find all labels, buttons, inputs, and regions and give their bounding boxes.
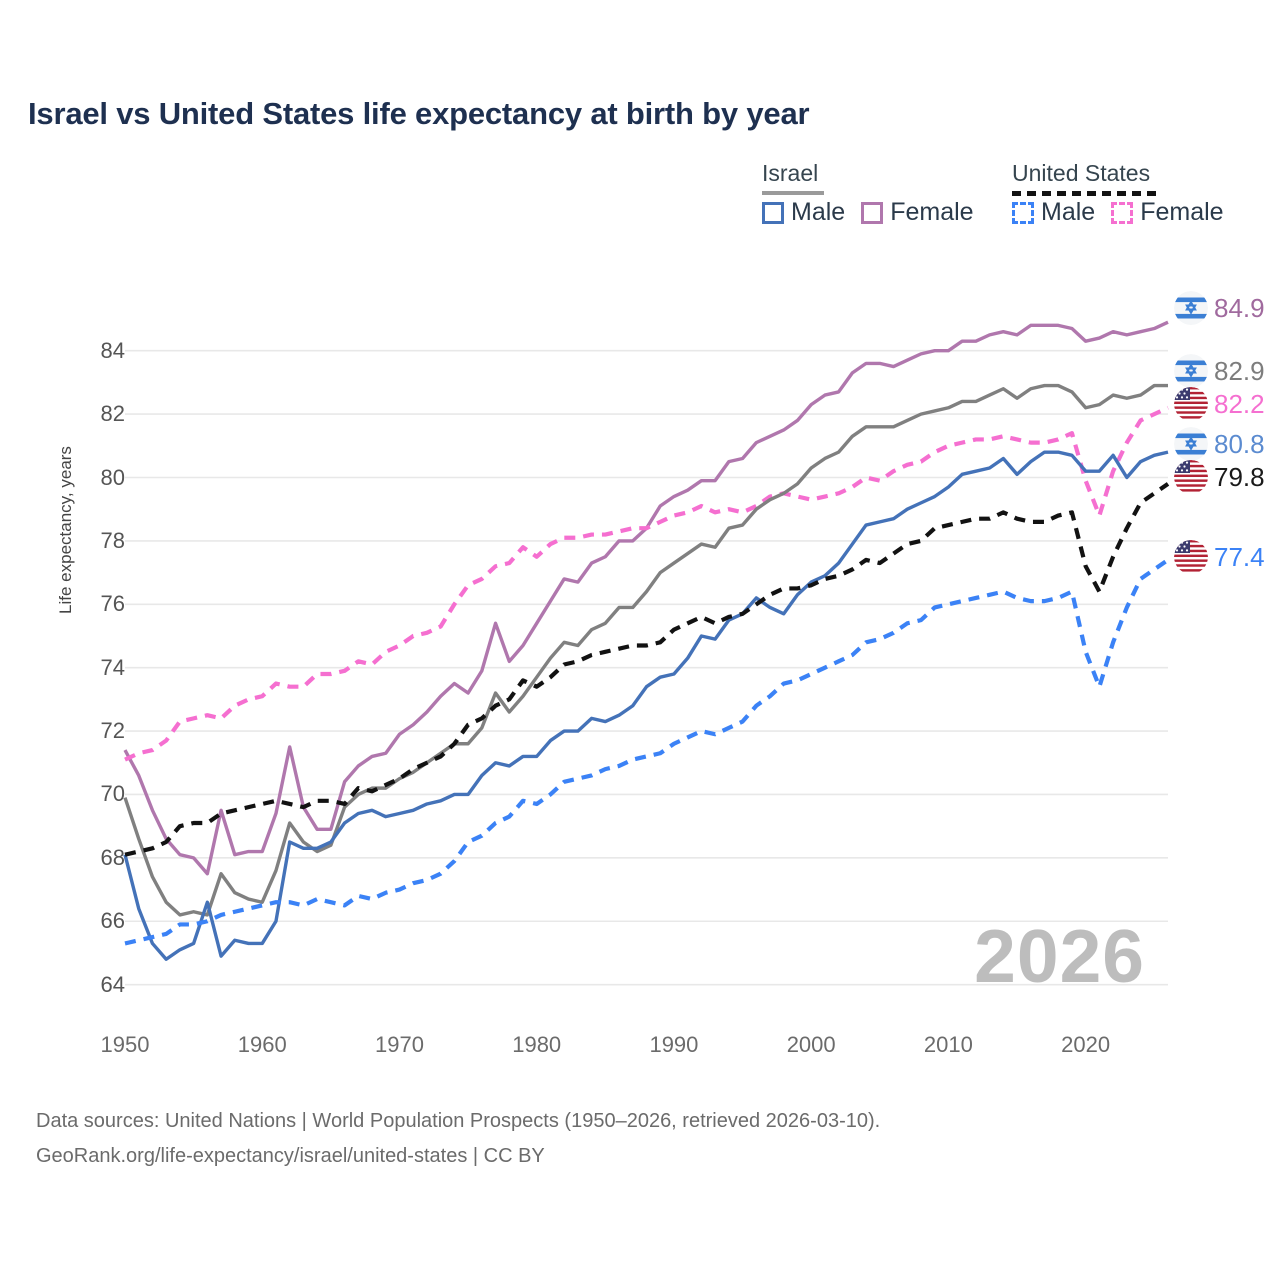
legend-group-united-states: United States Male Female [1012,160,1224,226]
y-axis-tick-label: 80 [100,464,125,490]
legend-group-israel: Israel Male Female [762,160,974,226]
end-value-label: 80.8 [1174,427,1265,461]
end-value-text: 82.9 [1214,355,1265,386]
end-value-label: 84.9 [1174,291,1265,325]
end-value-text: 79.8 [1214,461,1265,492]
dashed-blue-square-icon [1012,201,1034,224]
end-value-text: 82.2 [1214,388,1265,419]
y-axis-tick-label: 78 [100,527,125,553]
series-line [123,383,1168,917]
gridlines [125,349,1168,986]
legend-label-us-female: Female [1140,198,1224,226]
end-value-label: 82.2 [1174,387,1265,421]
x-axis-tick-label: 1950 [100,1032,150,1057]
legend-country-israel: Israel [762,160,819,186]
israel-flag-icon [1174,291,1208,325]
y-axis-tick-label: 64 [100,971,125,997]
end-value-label: 77.4 [1174,540,1265,574]
x-axis-tick-label: 1990 [649,1032,699,1057]
solid-purple-square-icon [861,201,884,224]
legend-item-us-female[interactable]: Female [1111,198,1224,227]
footer-credits: Data sources: United Nations | World Pop… [36,1104,880,1174]
y-axis-ticks: 64 66 68 70 72 74 76 78 80 82 84 [0,0,125,1280]
series-line [124,482,1170,857]
legend-label-us-male: Male [1041,198,1096,226]
x-axis-tick-label: 1970 [374,1032,424,1057]
legend-label-israel-male: Male [791,198,846,226]
x-axis-tick-label: 1980 [512,1032,562,1057]
united-states-flag-icon [1174,460,1208,494]
x-axis-tick-label: 1960 [237,1032,287,1057]
israel-flag-icon [1174,354,1208,388]
legend-item-us-male[interactable]: Male [1012,198,1095,227]
united-states-flag-icon [1174,387,1208,421]
chart-legend: Israel Male Female United States Male [758,160,1258,240]
series-line [123,450,1169,961]
united-states-flag-icon [1174,540,1208,574]
legend-label-israel-female: Female [890,198,974,226]
end-value-text: 80.8 [1214,428,1265,459]
legend-item-israel-female[interactable]: Female [861,198,974,227]
israel-flag-icon [1174,427,1208,461]
footer-line-1: Data sources: United Nations | World Pop… [36,1110,881,1132]
y-axis-tick-label: 82 [100,401,125,427]
series-lines [123,320,1170,961]
x-axis-tick-label: 2020 [1061,1032,1111,1057]
legend-rule-united-states [1012,191,1160,196]
legend-country-united-states: United States [1012,160,1151,186]
series-line [123,320,1169,876]
solid-blue-square-icon [762,201,784,224]
y-axis-tick-label: 68 [100,844,125,870]
footer-line-2: GeoRank.org/life-expectancy/israel/unite… [36,1145,545,1167]
y-axis-tick-label: 66 [100,908,125,934]
y-axis-tick-label: 72 [100,718,125,744]
x-axis-tick-label: 2010 [923,1032,973,1057]
page-title: Israel vs United States life expectancy … [28,96,810,131]
y-axis-tick-label: 84 [100,337,125,363]
end-value-text: 77.4 [1214,541,1265,572]
y-axis-tick-label: 70 [100,781,125,807]
legend-item-israel-male[interactable]: Male [762,198,845,227]
dashed-pink-square-icon [1111,201,1134,224]
series-line [124,405,1169,762]
x-axis-tick-label: 2000 [786,1032,836,1057]
series-line [124,558,1170,946]
end-value-label: 82.9 [1174,354,1265,388]
end-value-label: 79.8 [1174,460,1265,494]
end-value-text: 84.9 [1214,292,1265,323]
y-axis-tick-label: 76 [100,591,125,617]
legend-rule-israel [762,191,824,195]
y-axis-tick-label: 74 [100,654,125,680]
